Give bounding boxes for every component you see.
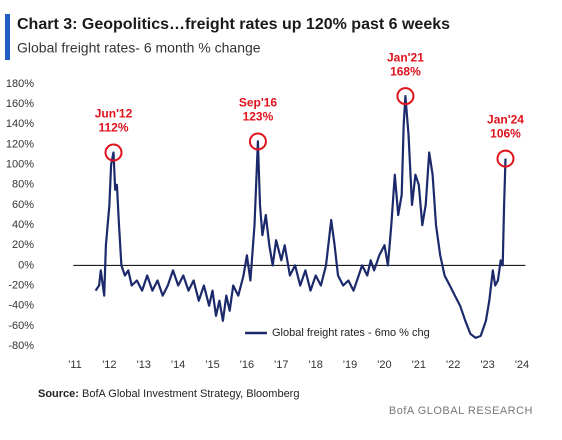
chart-subtitle: Global freight rates- 6 month % change [17,40,261,56]
x-tick-label: '17 [274,359,288,371]
y-tick-label: -20% [8,279,34,291]
x-tick-label: '22 [446,359,460,371]
y-tick-label: 60% [12,199,34,211]
legend-label: Global freight rates - 6mo % chg [272,327,430,339]
x-tick-label: '21 [412,359,426,371]
y-tick-label: 140% [6,118,34,130]
x-tick-label: '14 [171,359,185,371]
x-tick-label: '13 [137,359,151,371]
y-tick-label: 180% [6,78,34,90]
source-label: Source: [38,388,79,400]
y-tick-label: 160% [6,98,34,110]
x-tick-label: '18 [309,359,323,371]
x-tick-label: '12 [102,359,116,371]
y-tick-label: -60% [8,320,34,332]
annotation-value: 168% [390,64,421,78]
y-tick-label: 80% [12,179,34,191]
footer: BofA GLOBAL RESEARCH [389,405,533,417]
annotation-value: 123% [243,110,274,124]
x-tick-label: '15 [205,359,219,371]
annotation-label: Jan'24 [487,113,524,127]
x-tick-label: '19 [343,359,357,371]
x-tick-label: '24 [515,359,529,371]
x-tick-label: '20 [377,359,391,371]
annotation-label: Sep'16 [239,96,278,110]
annotation-circle [396,87,415,106]
y-tick-label: -80% [8,340,34,352]
source: BofA Global Investment Strategy, Bloombe… [82,388,299,400]
annotation-label: Jan'21 [387,50,424,64]
chart-title: Chart 3: Geopolitics…freight rates up 12… [17,16,450,33]
annotation-circle [104,143,123,162]
y-tick-label: 120% [6,138,34,150]
y-tick-label: 0% [18,259,34,271]
y-tick-label: -40% [8,300,34,312]
annotation-circle [496,149,515,168]
y-tick-label: 100% [6,159,34,171]
annotation-circle [248,132,267,151]
title-accent [5,14,10,60]
x-tick-label: '11 [68,359,82,371]
annotation-value: 112% [98,121,128,135]
annotation-label: Jun'12 [95,107,133,121]
y-tick-label: 20% [12,239,34,251]
x-tick-label: '23 [480,359,494,371]
x-tick-label: '16 [240,359,254,371]
y-tick-label: 40% [12,219,34,231]
annotation-value: 106% [490,127,521,141]
series-line [94,95,507,339]
